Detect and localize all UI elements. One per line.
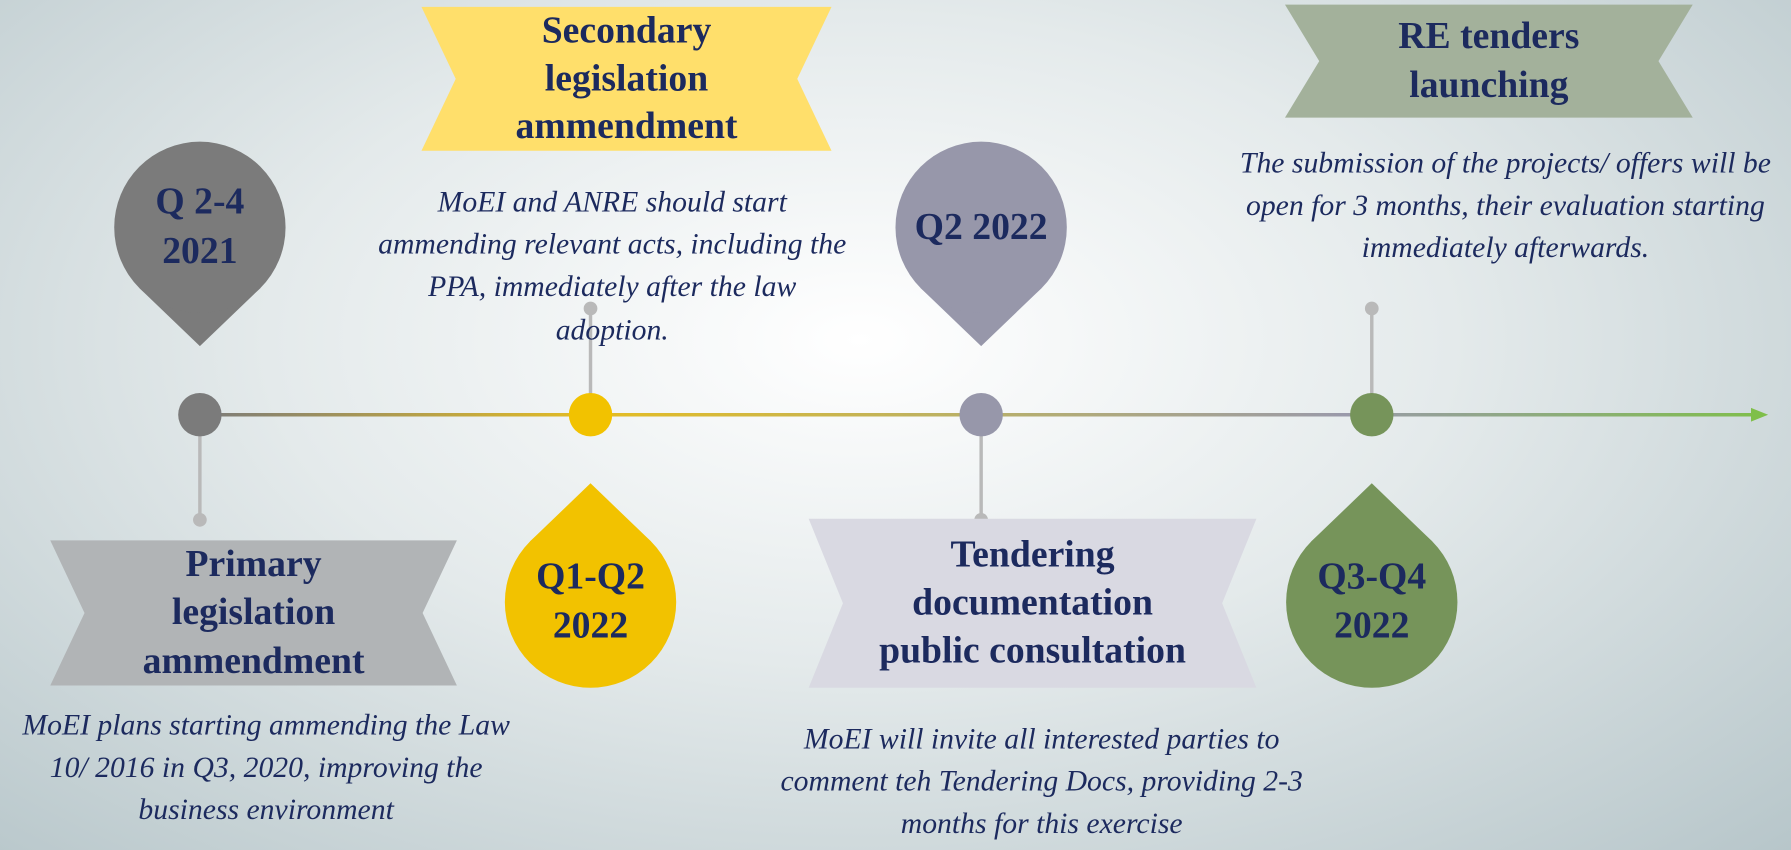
banner	[808, 518, 1257, 688]
stage-title: RE tenders launching	[1398, 16, 1580, 106]
period-label: Q3-Q4 2022	[1317, 556, 1427, 647]
stage-description: The submission of the projects/ offers w…	[1239, 146, 1771, 265]
stage-description: MoEI plans starting ammending the Law 10…	[22, 708, 510, 827]
timeline-dot	[1350, 393, 1394, 437]
stage-title: Tendering documentation public consultat…	[879, 534, 1186, 672]
pin	[1286, 516, 1458, 688]
period-label: Q2 2022	[914, 206, 1048, 248]
connector-knob	[583, 301, 598, 316]
banner	[50, 540, 457, 686]
stage-title: Primary legislation ammendment	[142, 543, 365, 682]
connector-knob	[1364, 301, 1379, 316]
pin	[504, 516, 677, 688]
timeline-dot	[959, 393, 1003, 437]
pin	[895, 141, 1067, 314]
timeline-arrow	[1750, 407, 1769, 422]
timeline-dot	[178, 393, 222, 437]
period-label: Q 2-4 2021	[155, 181, 245, 272]
banner	[421, 6, 832, 151]
banner	[1284, 4, 1693, 118]
period-label: Q1-Q2 2022	[536, 556, 645, 647]
stage-description: MoEI and ANRE should start ammending rel…	[378, 185, 847, 346]
connector-knob	[193, 512, 207, 527]
stage-description: MoEI will invite all interested parties …	[780, 722, 1303, 841]
stage-title: Secondary legislation ammendment	[515, 9, 738, 148]
pin	[114, 141, 286, 314]
timeline-dot	[568, 393, 613, 437]
